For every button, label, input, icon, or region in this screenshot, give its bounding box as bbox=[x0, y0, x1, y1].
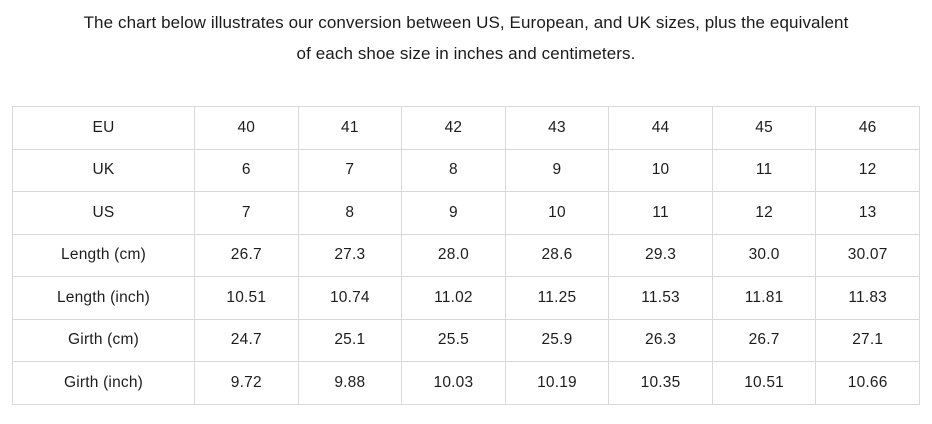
size-cell: 7 bbox=[297, 148, 403, 192]
size-cell: 10.03 bbox=[401, 361, 506, 405]
size-cell: 8 bbox=[401, 148, 506, 192]
size-cell: 11 bbox=[711, 148, 817, 192]
table-row: EU 40 41 42 43 44 45 46 bbox=[12, 106, 920, 150]
table-row: UK 6 7 8 9 10 11 12 bbox=[12, 148, 920, 192]
size-cell: 26.7 bbox=[711, 318, 817, 362]
row-label: Length (inch) bbox=[12, 276, 195, 320]
size-cell: 9.88 bbox=[297, 361, 403, 405]
size-table-body: EU 40 41 42 43 44 45 46 UK 6 7 8 9 10 11 12 US 7 8 9 10 11 12 1… bbox=[12, 106, 920, 405]
row-label: US bbox=[12, 191, 195, 235]
size-cell: 44 bbox=[608, 106, 713, 150]
size-cell: 43 bbox=[504, 106, 610, 150]
size-cell: 26.7 bbox=[194, 233, 299, 277]
table-row: Length (inch) 10.51 10.74 11.02 11.25 11.53 11… bbox=[12, 276, 920, 320]
size-conversion-table: EU 40 41 42 43 44 45 46 UK 6 7 8 9 10 11 12 US 7 8 9 10 11 12 1… bbox=[12, 106, 920, 405]
size-cell: 11 bbox=[608, 191, 713, 235]
size-cell: 12 bbox=[815, 148, 920, 192]
row-label: EU bbox=[12, 106, 195, 150]
size-cell: 26.3 bbox=[608, 318, 713, 362]
size-cell: 46 bbox=[815, 106, 920, 150]
size-cell: 10 bbox=[504, 191, 610, 235]
size-cell: 25.1 bbox=[297, 318, 403, 362]
size-cell: 10 bbox=[608, 148, 713, 192]
table-row: Girth (inch) 9.72 9.88 10.03 10.19 10.35 10.51… bbox=[12, 361, 920, 405]
row-label: Length (cm) bbox=[12, 233, 195, 277]
page-title-line-2: of each shoe size in inches and centimet… bbox=[296, 44, 636, 63]
size-cell: 27.3 bbox=[297, 233, 403, 277]
size-cell: 10.66 bbox=[815, 361, 920, 405]
size-cell: 7 bbox=[194, 191, 299, 235]
size-cell: 28.0 bbox=[401, 233, 506, 277]
size-cell: 11.02 bbox=[401, 276, 506, 320]
size-cell: 11.83 bbox=[815, 276, 920, 320]
size-cell: 9.72 bbox=[194, 361, 299, 405]
size-cell: 9 bbox=[401, 191, 506, 235]
row-label: UK bbox=[12, 148, 195, 192]
size-cell: 29.3 bbox=[608, 233, 713, 277]
size-cell: 45 bbox=[711, 106, 817, 150]
size-cell: 6 bbox=[194, 148, 299, 192]
size-cell: 12 bbox=[711, 191, 817, 235]
size-cell: 11.81 bbox=[711, 276, 817, 320]
size-cell: 8 bbox=[297, 191, 403, 235]
size-cell: 10.51 bbox=[711, 361, 817, 405]
row-label: Girth (inch) bbox=[12, 361, 195, 405]
page-title-line-1: The chart below illustrates our conversi… bbox=[83, 13, 849, 32]
size-cell: 30.0 bbox=[711, 233, 817, 277]
size-cell: 30.07 bbox=[815, 233, 920, 277]
size-cell: 24.7 bbox=[194, 318, 299, 362]
size-cell: 25.9 bbox=[504, 318, 610, 362]
row-label: Girth (cm) bbox=[12, 318, 195, 362]
size-cell: 40 bbox=[194, 106, 299, 150]
size-cell: 25.5 bbox=[401, 318, 506, 362]
size-cell: 27.1 bbox=[815, 318, 920, 362]
size-cell: 41 bbox=[297, 106, 403, 150]
size-cell: 13 bbox=[815, 191, 920, 235]
size-cell: 10.19 bbox=[504, 361, 610, 405]
size-cell: 10.35 bbox=[608, 361, 713, 405]
size-cell: 10.74 bbox=[297, 276, 403, 320]
page-title: The chart below illustrates our conversi… bbox=[0, 0, 932, 69]
table-row: Length (cm) 26.7 27.3 28.0 28.6 29.3 30.0 30.07 bbox=[12, 233, 920, 277]
size-cell: 11.53 bbox=[608, 276, 713, 320]
size-cell: 11.25 bbox=[504, 276, 610, 320]
table-row: Girth (cm) 24.7 25.1 25.5 25.9 26.3 26.7 27.1 bbox=[12, 318, 920, 362]
table-row: US 7 8 9 10 11 12 13 bbox=[12, 191, 920, 235]
size-cell: 9 bbox=[504, 148, 610, 192]
size-cell: 42 bbox=[401, 106, 506, 150]
size-cell: 10.51 bbox=[194, 276, 299, 320]
size-cell: 28.6 bbox=[504, 233, 610, 277]
